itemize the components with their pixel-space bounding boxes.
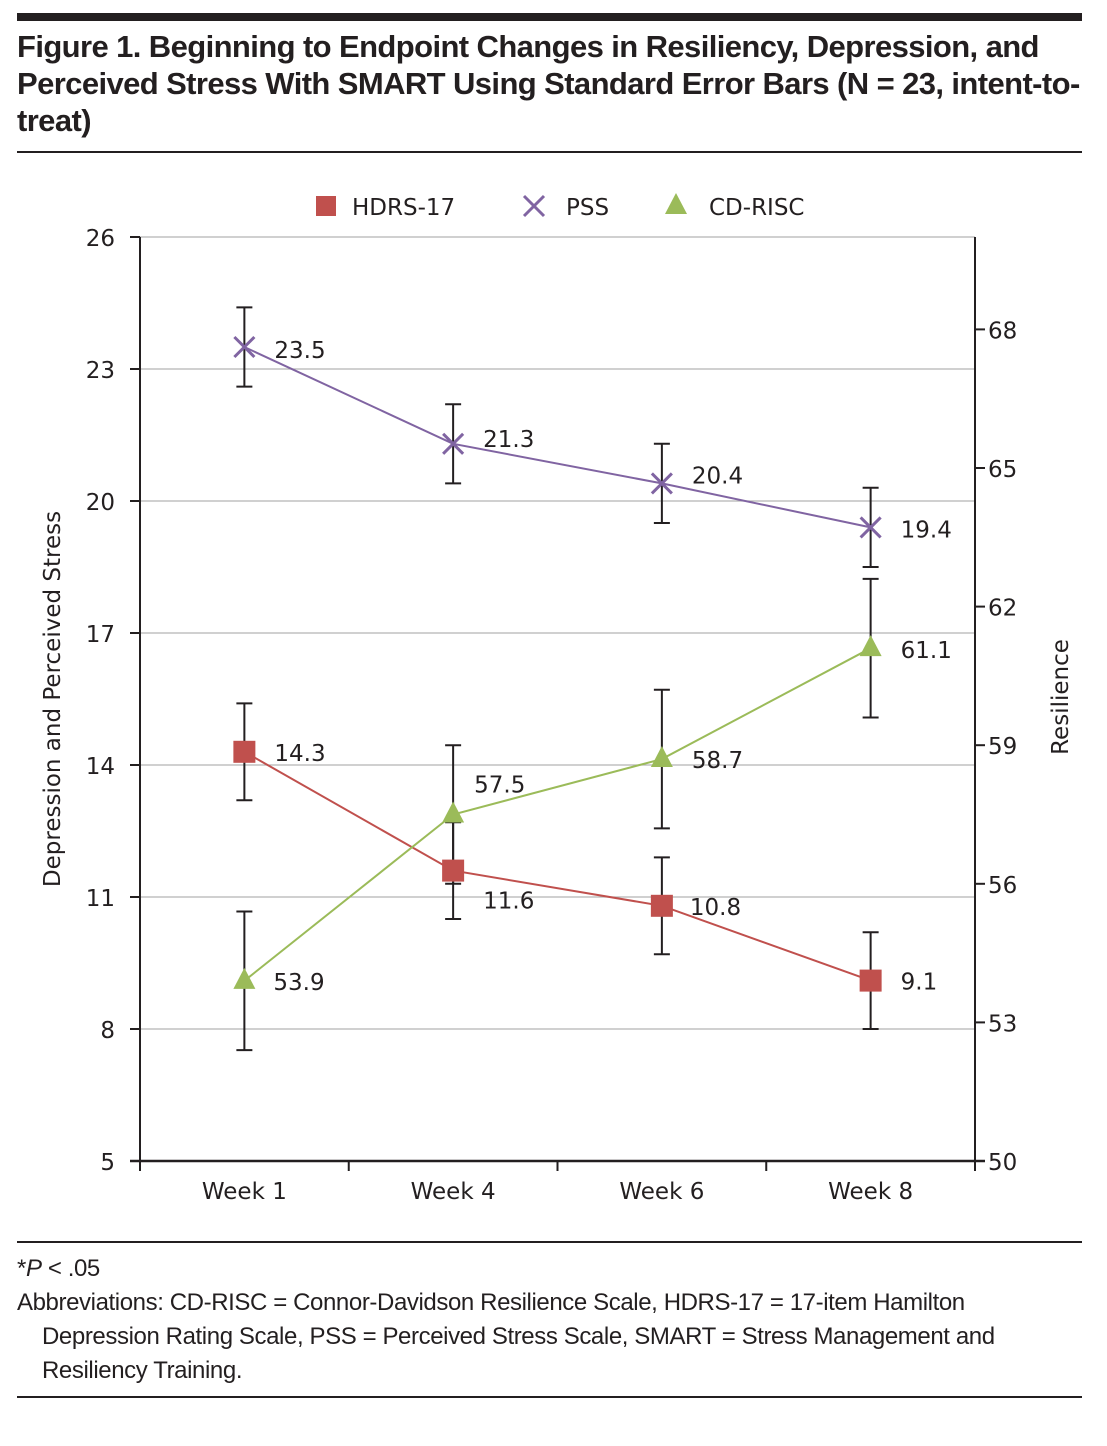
- series-line-hdrs-17: [243, 750, 871, 982]
- data-point-cd-risc: [650, 746, 673, 768]
- y-axis-title-right: Resilience: [1048, 639, 1074, 755]
- top-rule: [17, 13, 1082, 21]
- significance-note: *P < .05: [17, 1252, 1087, 1286]
- bottom-rule: [17, 1396, 1082, 1398]
- data-label-cd-risc: 61.1: [901, 638, 952, 664]
- data-point-cd-risc: [442, 801, 465, 823]
- y-tick-label-right: 50: [988, 1150, 1017, 1176]
- data-label-pss: 19.4: [901, 517, 952, 543]
- y-tick-label-right: 65: [988, 457, 1017, 483]
- x-tick-label: Week 4: [411, 1179, 496, 1205]
- y-tick-label-left: 5: [100, 1150, 115, 1176]
- data-label-hdrs-17: 10.8: [690, 895, 741, 921]
- legend-label-pss: PSS: [566, 195, 609, 221]
- x-tick-label: Week 1: [202, 1179, 287, 1205]
- data-point-cd-risc: [859, 635, 882, 657]
- data-label-pss: 20.4: [692, 463, 743, 489]
- x-tick-label: Week 6: [619, 1179, 704, 1205]
- data-label-pss: 21.3: [483, 427, 534, 453]
- asterisk: *: [17, 1255, 26, 1282]
- data-label-pss: 23.5: [274, 338, 325, 364]
- y-tick-label-left: 23: [86, 358, 115, 384]
- p-symbol: P: [25, 1255, 42, 1282]
- y-tick-label-left: 14: [86, 754, 115, 780]
- data-point-pss: [650, 472, 673, 495]
- data-point-pss: [233, 335, 256, 359]
- data-label-hdrs-17: 9.1: [901, 970, 938, 996]
- data-point-hdrs-17: [859, 969, 882, 992]
- y-tick-label-right: 53: [988, 1011, 1017, 1037]
- footnote-top-rule: [17, 1241, 1082, 1243]
- figure-title: Figure 1. Beginning to Endpoint Changes …: [17, 29, 1080, 138]
- y-tick-label-right: 56: [988, 873, 1017, 899]
- legend-label-hdrs-17: HDRS-17: [352, 195, 455, 221]
- y-tick-label-right: 68: [988, 318, 1017, 344]
- data-label-hdrs-17: 11.6: [483, 889, 534, 915]
- data-label-cd-risc: 57.5: [474, 773, 525, 799]
- legend-marker-hdrs-17: [316, 196, 336, 216]
- y-tick-label-left: 11: [86, 886, 115, 912]
- y-tick-label-left: 26: [86, 226, 115, 252]
- data-point-cd-risc: [233, 967, 256, 989]
- y-axis-title-left: Depression and Perceived Stress: [40, 511, 66, 887]
- legend-marker-pss: [522, 194, 546, 218]
- p-threshold: < .05: [41, 1255, 100, 1282]
- title-rule: [17, 151, 1082, 153]
- x-tick-label: Week 8: [828, 1179, 913, 1205]
- footnote: *P < .05 Abbreviations: CD-RISC = Connor…: [17, 1252, 1087, 1388]
- data-point-hdrs-17: [233, 740, 256, 763]
- y-tick-label-right: 62: [988, 596, 1017, 622]
- series-line-pss: [243, 346, 871, 529]
- series-line-cd-risc: [243, 647, 872, 982]
- legend-marker-cd-risc: [665, 193, 687, 214]
- y-tick-label-right: 59: [988, 734, 1017, 760]
- y-tick-label-left: 17: [86, 622, 115, 648]
- data-point-hdrs-17: [650, 894, 673, 917]
- data-label-cd-risc: 53.9: [273, 970, 324, 996]
- legend-label-cd-risc: CD-RISC: [709, 195, 805, 221]
- y-tick-label-left: 8: [100, 1018, 115, 1044]
- y-tick-label-left: 20: [86, 490, 115, 516]
- chart: 5 8 11 14 17 20 23 26 50 53 56 59 62 65 68 Week 1 Week 4…: [40, 193, 1074, 1205]
- abbreviations-note: Abbreviations: CD-RISC = Connor-Davidson…: [17, 1289, 995, 1384]
- data-label-cd-risc: 58.7: [692, 748, 743, 774]
- data-point-hdrs-17: [442, 859, 465, 882]
- data-label-hdrs-17: 14.3: [274, 741, 325, 767]
- data-point-pss: [442, 432, 465, 455]
- data-point-pss: [859, 516, 882, 539]
